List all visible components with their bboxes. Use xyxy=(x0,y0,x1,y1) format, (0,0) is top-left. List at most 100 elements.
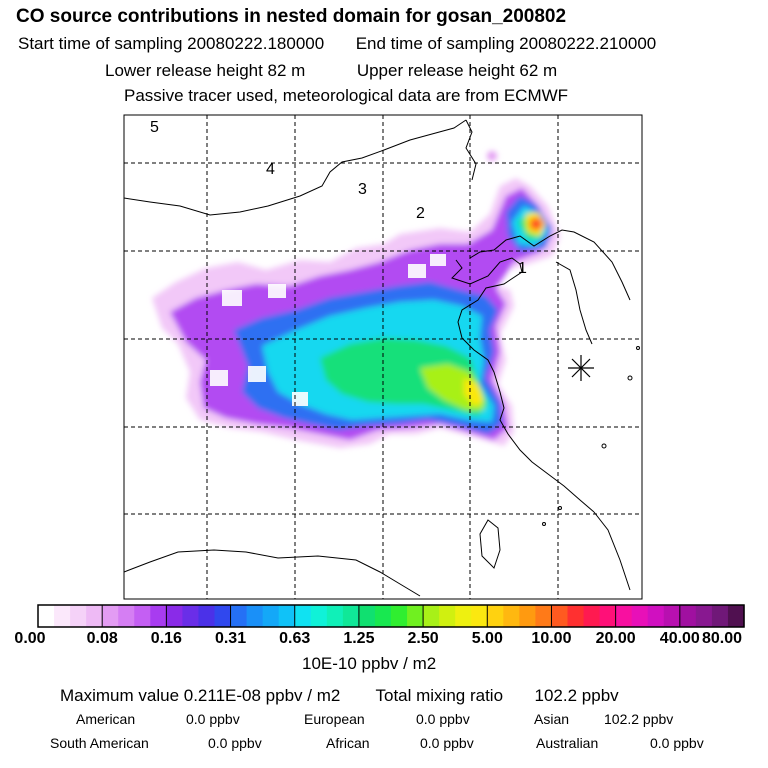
colorbar-cell xyxy=(166,605,184,627)
colorbar-cell xyxy=(70,605,87,627)
colorbar-cell xyxy=(198,605,216,627)
source-name: American xyxy=(76,711,136,727)
colorbar-cell xyxy=(679,605,697,627)
colorbar-cell xyxy=(583,605,601,627)
colorbar-tick-label: 2.50 xyxy=(407,630,439,647)
plume-gaps xyxy=(210,254,446,406)
source-name: European xyxy=(304,711,365,727)
colorbar-cell xyxy=(262,605,280,627)
source-name: African xyxy=(326,735,370,751)
source-name: Australian xyxy=(536,735,599,751)
colorbar-cell xyxy=(407,605,424,627)
colorbar-tick-label: 0.00 xyxy=(14,630,46,647)
source-value: 0.0 ppbv xyxy=(186,711,240,727)
region-label: 1 xyxy=(518,260,527,277)
colorbar-cells xyxy=(38,605,745,627)
colorbar-cell xyxy=(86,605,103,627)
colorbar-cell xyxy=(230,605,248,627)
source-value: 0.0 ppbv xyxy=(416,711,470,727)
colorbar-cell xyxy=(727,605,745,627)
colorbar-cell xyxy=(535,605,553,627)
source-name: Asian xyxy=(534,711,570,727)
source-value: 102.2 ppbv xyxy=(604,711,674,727)
plume-speck xyxy=(487,151,497,161)
colorbar-dividers xyxy=(101,605,681,627)
source-value: 0.0 ppbv xyxy=(650,735,704,751)
colorbar-cell xyxy=(358,605,376,627)
colorbar-cell xyxy=(695,605,713,627)
colorbar-cell xyxy=(567,605,585,627)
colorbar-cell xyxy=(551,605,569,627)
colorbar-cell xyxy=(214,605,232,627)
colorbar-tick-label: 0.16 xyxy=(150,630,182,647)
colorbar-tick-label: 20.00 xyxy=(595,630,636,647)
colorbar-tick-label: 0.08 xyxy=(86,630,118,647)
colorbar-cell xyxy=(326,605,344,627)
region-label: 5 xyxy=(150,119,159,136)
colorbar-frame xyxy=(37,604,745,628)
sampling-times: Start time of sampling 20080222.180000 E… xyxy=(18,34,656,54)
lower-height-label: Lower release height 82 m xyxy=(105,61,306,80)
colorbar-cell xyxy=(134,605,151,627)
coastlines xyxy=(124,119,640,597)
colorbar-cell xyxy=(38,605,55,627)
max-value-label: Maximum value 0.211E-08 ppbv / m2 xyxy=(60,686,341,705)
colorbar-cell xyxy=(246,605,264,627)
colorbar-cell xyxy=(391,605,408,627)
map-frame xyxy=(123,114,643,600)
lat-lon-grid xyxy=(124,115,642,599)
colorbar-cell xyxy=(439,605,456,627)
end-time-label: End time of sampling 20080222.210000 xyxy=(355,34,657,53)
colorbar-tick-label: 1.25 xyxy=(343,630,375,647)
region-label: 4 xyxy=(266,161,275,178)
plume-red xyxy=(532,220,540,228)
colorbar-tick-label: 0.63 xyxy=(279,630,311,647)
plume-yellow xyxy=(464,212,546,406)
colorbar-cell xyxy=(54,605,71,627)
total-mixing-label: Total mixing ratio xyxy=(375,686,504,705)
colorbar-tick-label: 0.31 xyxy=(214,630,247,647)
colorbar-cell xyxy=(294,605,312,627)
colorbar-cell xyxy=(423,605,440,627)
upper-height-label: Upper release height 62 m xyxy=(356,61,558,80)
source-value: 0.0 ppbv xyxy=(208,735,262,751)
summary-row: Maximum value 0.211E-08 ppbv / m2 Total … xyxy=(60,686,619,706)
colorbar-tick-label: 10.00 xyxy=(531,630,572,647)
region-labels: 1 2 3 4 5 xyxy=(150,119,527,277)
colorbar-cell xyxy=(471,605,488,627)
colorbar-cell xyxy=(278,605,296,627)
colorbar-cell xyxy=(455,605,472,627)
colorbar-unit: 10E-10 ppbv / m2 xyxy=(302,654,437,673)
plume-yellowgreen xyxy=(420,214,544,410)
colorbar-tick-label: 40.00 xyxy=(659,630,700,647)
colorbar-tick-label: 80.00 xyxy=(701,630,743,647)
page-title: CO source contributions in nested domain… xyxy=(16,6,567,27)
colorbar-cell xyxy=(599,605,617,627)
receptor-star-icon xyxy=(568,355,594,381)
colorbar-cell xyxy=(102,605,119,627)
colorbar-cell xyxy=(118,605,135,627)
colorbar-cell xyxy=(711,605,729,627)
plume-green xyxy=(320,212,542,416)
colorbar-cell xyxy=(647,605,665,627)
start-time-label: Start time of sampling 20080222.180000 xyxy=(18,34,325,53)
colorbar-cell xyxy=(182,605,200,627)
total-mixing-value: 102.2 ppbv xyxy=(534,686,619,705)
colorbar-cell xyxy=(342,605,360,627)
colorbar-cell xyxy=(615,605,633,627)
colorbar-tick-label: 5.00 xyxy=(471,630,503,647)
colorbar-cell xyxy=(374,605,392,627)
source-value: 0.0 ppbv xyxy=(420,735,474,751)
colorbar-cell xyxy=(487,605,504,627)
colorbar-cell xyxy=(631,605,649,627)
colorbar-cell xyxy=(150,605,167,627)
colorbar-cell xyxy=(519,605,537,627)
colorbar-cell xyxy=(310,605,328,627)
region-label: 2 xyxy=(416,205,425,222)
release-heights: Lower release height 82 m Upper release … xyxy=(105,61,557,81)
colorbar-cell xyxy=(663,605,681,627)
tracer-note: Passive tracer used, meteorological data… xyxy=(124,86,569,105)
region-label: 3 xyxy=(358,181,367,198)
colorbar-cell xyxy=(503,605,520,627)
